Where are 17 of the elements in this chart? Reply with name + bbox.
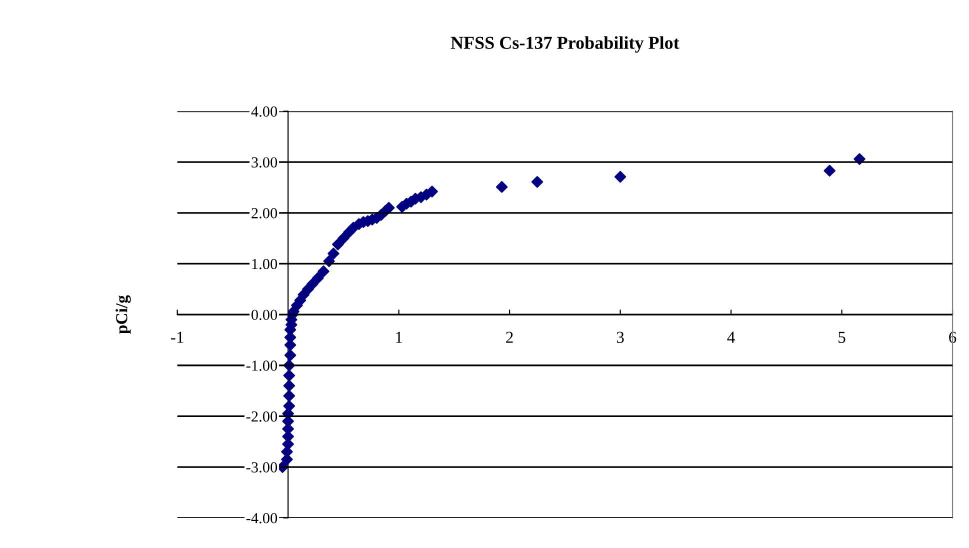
x-tick-label: 3: [616, 332, 624, 343]
y-tick-label: 0.00: [252, 310, 278, 320]
y-tick-label: -4.00: [246, 513, 278, 524]
x-tick-label: -1: [171, 332, 184, 343]
y-tick-label: -1.00: [246, 360, 278, 371]
x-tick-label: 2: [506, 332, 513, 343]
y-tick-label: -3.00: [246, 462, 278, 473]
y-tick-label: 3.00: [252, 157, 278, 168]
x-tick-label: 4: [727, 332, 735, 343]
y-tick-label: 1.00: [252, 258, 278, 270]
y-tick-label: -2.00: [246, 411, 278, 422]
chart-title: NFSS Cs-137 Probability Plot: [450, 36, 680, 53]
y-axis-title: pCi/g: [116, 295, 131, 334]
y-tick-label: 4.00: [251, 106, 278, 117]
x-tick-label: 1: [396, 332, 402, 343]
x-tick-label: 5: [838, 332, 846, 343]
y-tick-label: 2.00: [252, 208, 278, 218]
